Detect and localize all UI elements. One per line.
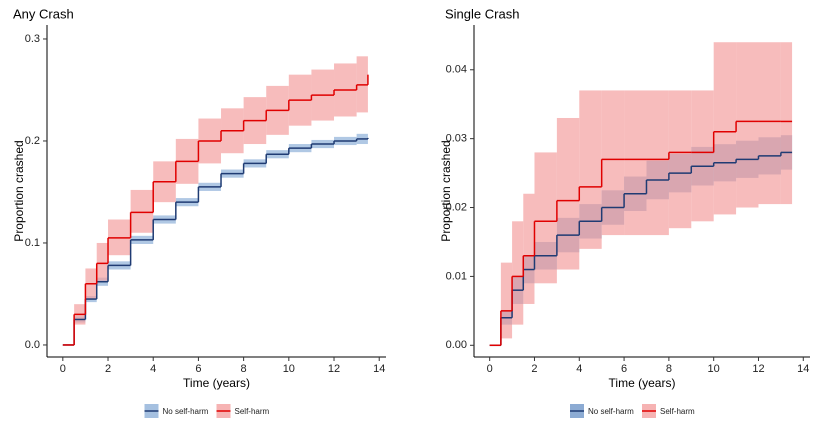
- x-tick-label: 4: [150, 363, 156, 375]
- chart-title: Any Crash: [13, 6, 74, 21]
- y-tick-label: 0.1: [25, 237, 40, 249]
- confidence-band: [130, 189, 154, 233]
- y-tick-label: 0.02: [446, 201, 467, 213]
- x-tick-label: 8: [666, 363, 672, 375]
- x-axis-title: Time (years): [183, 376, 250, 390]
- chart-title: Single Crash: [445, 6, 519, 21]
- x-tick-label: 6: [195, 363, 201, 375]
- confidence-band: [691, 90, 714, 222]
- legend-label: Self-harm: [235, 407, 270, 416]
- x-tick-label: 12: [328, 363, 340, 375]
- y-tick-label: 0.04: [446, 64, 467, 76]
- x-tick-label: 10: [708, 363, 720, 375]
- x-tick-label: 6: [621, 363, 627, 375]
- y-tick-label: 0.01: [446, 270, 467, 282]
- confidence-band: [758, 42, 781, 205]
- confidence-band: [534, 152, 557, 284]
- confidence-band: [512, 221, 524, 325]
- y-axis-title: Proportion crashed: [12, 140, 26, 241]
- x-tick-label: 8: [241, 363, 247, 375]
- y-tick-label: 0.00: [446, 339, 467, 351]
- confidence-band: [601, 90, 625, 236]
- legend-label: No self-harm: [588, 407, 634, 416]
- y-tick-label: 0.0: [25, 339, 40, 351]
- confidence-band: [780, 42, 793, 205]
- x-tick-label: 0: [60, 363, 66, 375]
- x-tick-label: 2: [531, 363, 537, 375]
- x-tick-label: 4: [576, 363, 582, 375]
- confidence-band: [624, 90, 647, 236]
- confidence-band: [500, 262, 513, 339]
- x-axis-title: Time (years): [609, 376, 676, 390]
- chart-panel: Single Crash 0 2 4 6 8 10 12 14 0.00 0.01 0.02 0.03 0…: [439, 6, 810, 418]
- y-axis-title: Proportion crashed: [439, 140, 453, 241]
- confidence-band: [579, 90, 602, 249]
- x-tick-label: 2: [105, 363, 111, 375]
- confidence-band: [736, 42, 759, 208]
- y-tick-label: 0.03: [446, 133, 467, 145]
- x-tick-label: 14: [797, 363, 809, 375]
- legend-label: No self-harm: [163, 407, 209, 416]
- confidence-band: [668, 90, 692, 229]
- x-tick-label: 14: [373, 363, 385, 375]
- confidence-band: [713, 42, 737, 215]
- confidence-band: [96, 242, 109, 281]
- x-tick-label: 10: [283, 363, 295, 375]
- y-tick-label: 0.2: [25, 135, 40, 147]
- x-tick-label: 0: [487, 363, 493, 375]
- y-tick-label: 0.3: [25, 33, 40, 45]
- x-tick-label: 12: [752, 363, 764, 375]
- confidence-band: [646, 90, 669, 236]
- confidence-band: [556, 117, 580, 270]
- chart-panel: Any Crash 0 2 4 6 8 10 12 14 0.0 0.1 0.2 0.3 Time (ye…: [12, 6, 386, 418]
- legend-label: Self-harm: [660, 407, 695, 416]
- confidence-band: [523, 193, 535, 304]
